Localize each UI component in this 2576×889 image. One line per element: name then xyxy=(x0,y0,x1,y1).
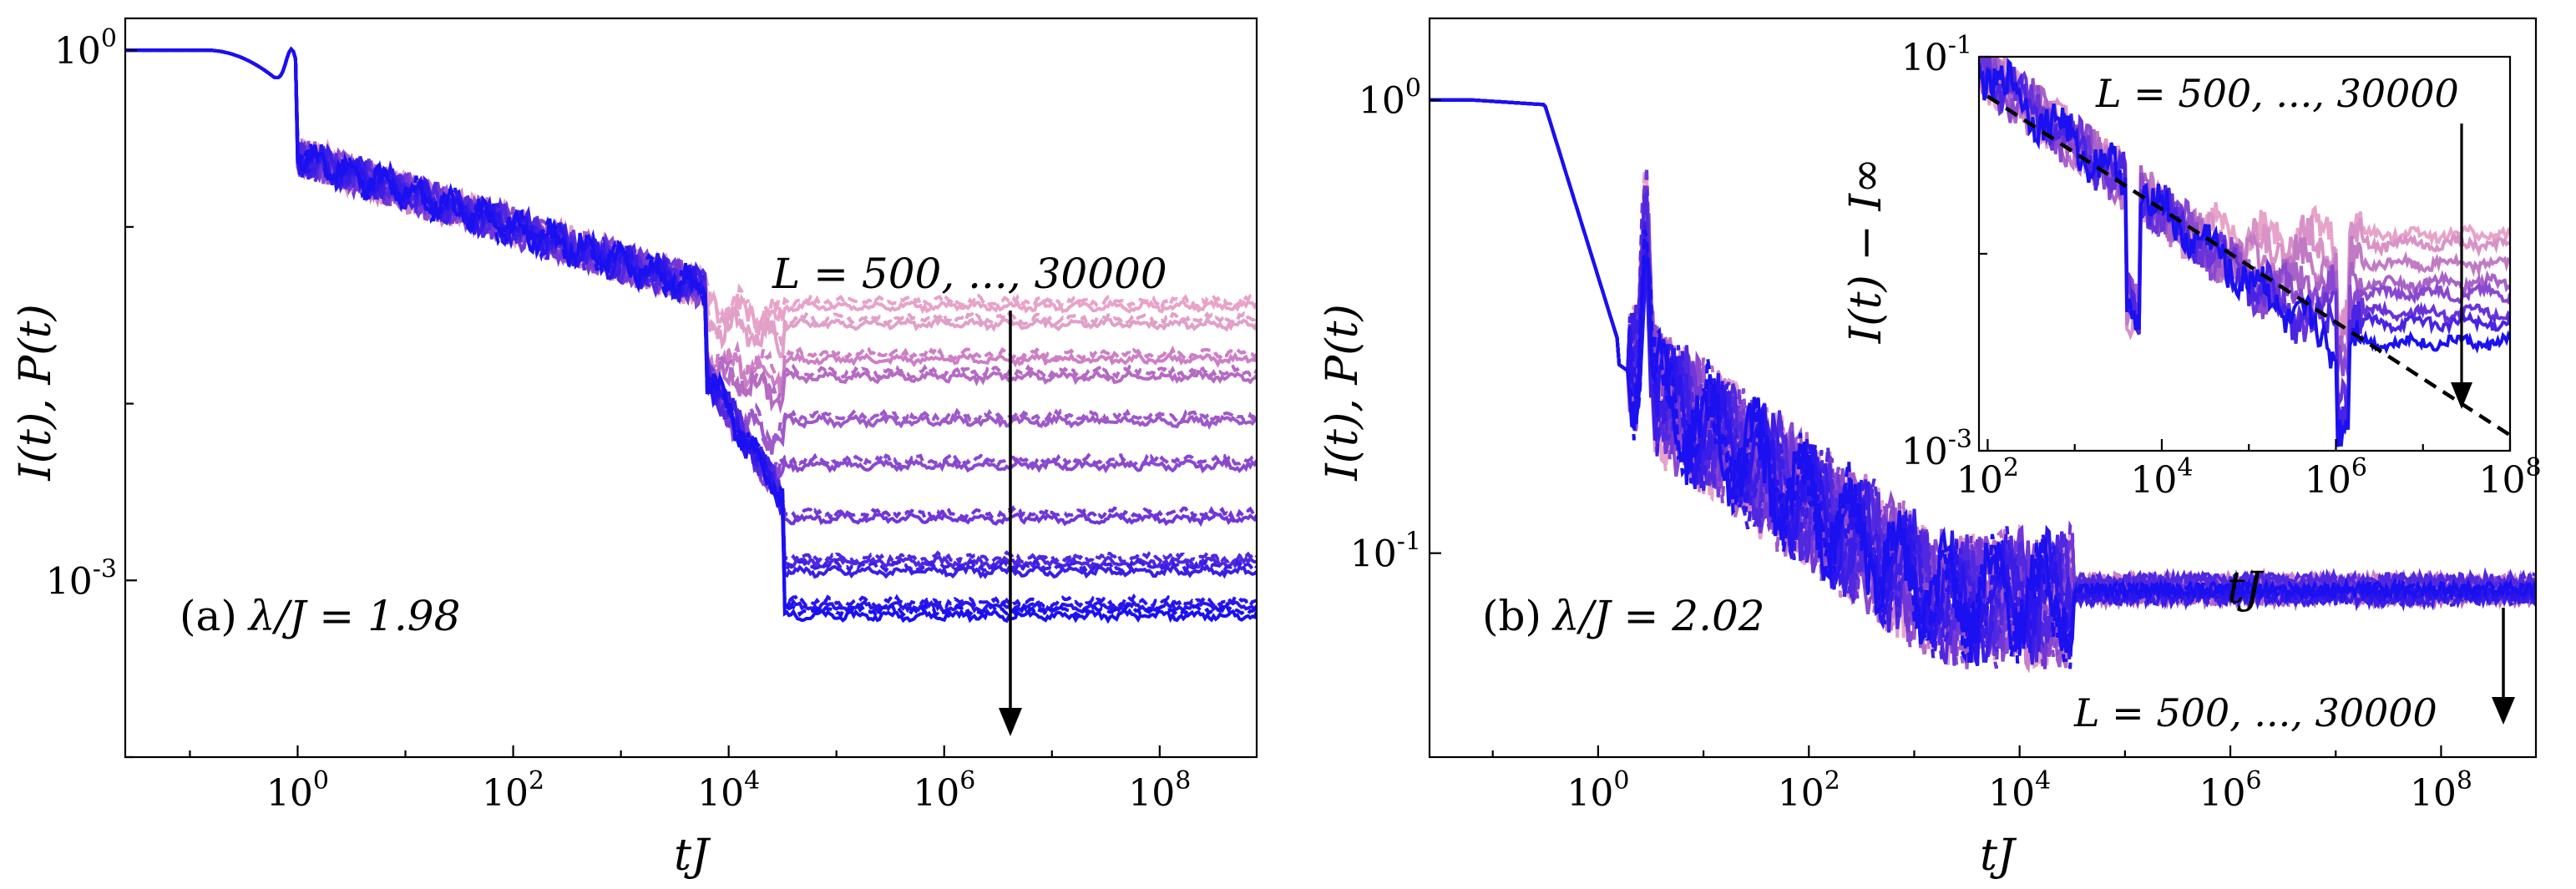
inset-xtick-label-0: 102 xyxy=(1956,453,2019,502)
inset-fit-line xyxy=(1986,94,2510,437)
panel-a-series-7-dashed xyxy=(125,46,1257,567)
panel-b-series-10-solid xyxy=(1430,98,2536,663)
panel-b-label-eq: λ/J = 2.02 xyxy=(1551,592,1765,640)
panel-b-inset: 102 104 106 108 10-1 10-3 I(t) − I∞ tJ L = 50… xyxy=(1841,31,2542,614)
panel-a-size-label: L = 500, ..., 30000 xyxy=(772,250,1167,298)
panel-b-xtick-exp-4: 8 xyxy=(2457,766,2472,796)
panel-b-label: (b) λ/J = 2.02 xyxy=(1482,592,1765,640)
panel-a-label: (a) λ/J = 1.98 xyxy=(180,592,460,640)
panel-b-ytick-exp-1: -1 xyxy=(1397,528,1421,557)
panel-a-ytick-label-1: 10-3 xyxy=(46,554,117,603)
panel-b-series-8-dashed xyxy=(1430,98,2536,659)
panel-b-xtick-label-1: 102 xyxy=(1778,766,1840,815)
inset-ytick-label-1: 10-3 xyxy=(1901,425,1972,473)
inset-xtick-label-1: 104 xyxy=(2130,453,2193,502)
panel-b-xtick-exp-0: 0 xyxy=(1613,766,1629,796)
panel-b-ytick-label-0: 100 xyxy=(1359,74,1421,123)
panel-b-xtick-exp-1: 2 xyxy=(1824,766,1840,796)
panel-a-label-prefix: (a) xyxy=(180,592,237,640)
panel-b-xtick-label-2: 104 xyxy=(1988,766,2051,815)
inset-xtick-exp-3: 8 xyxy=(2525,453,2541,482)
panel-a-series-8-dashed xyxy=(125,46,1257,575)
panel-a-label-eq: λ/J = 1.98 xyxy=(247,592,461,640)
inset-ytick-label-0: 10-1 xyxy=(1901,31,1972,79)
panel-a-series-10-solid xyxy=(125,46,1257,624)
panel-a-xtick-label-1: 102 xyxy=(482,766,544,815)
inset-ticks: 102 104 106 108 10-1 10-3 xyxy=(1901,31,2542,502)
panel-a-xtick-exp-1: 2 xyxy=(529,766,544,796)
inset-arrowhead xyxy=(2451,382,2472,409)
panel-a-ylabel: I(t), P(t) xyxy=(11,304,61,482)
panel-a-xtick-exp-2: 4 xyxy=(744,766,760,796)
panel-b-xlabel: tJ xyxy=(1980,831,2017,881)
panel-b-ticks: 100 102 104 106 108 100 10-1 xyxy=(1350,74,2472,815)
panel-b-ylabel: I(t), P(t) xyxy=(1318,304,1368,482)
panel-a-curves xyxy=(125,46,1257,624)
panel-a-xtick-label-4: 108 xyxy=(1128,766,1191,815)
panel-a-series-7-solid xyxy=(125,46,1257,572)
inset-xtick-exp-2: 6 xyxy=(2351,453,2367,482)
panel-a-xtick-label-2: 104 xyxy=(697,766,760,815)
panel-a-xtick-label-0: 100 xyxy=(266,766,329,815)
panel-b-xtick-exp-3: 6 xyxy=(2246,766,2262,796)
inset-xtick-exp-0: 2 xyxy=(2003,453,2019,482)
panel-b-series-6-dashed xyxy=(1430,98,2536,669)
panel-b-frame xyxy=(1428,17,2538,759)
panel-b-arrowhead xyxy=(2492,697,2515,725)
panel-a-xtick-exp-4: 8 xyxy=(1175,766,1191,796)
panel-b-label-prefix: (b) xyxy=(1482,592,1541,640)
panel-b-xtick-label-3: 106 xyxy=(2199,766,2262,815)
inset-curves xyxy=(1979,57,2510,447)
panel-a-series-9-solid xyxy=(125,46,1257,616)
inset-xtick-exp-1: 4 xyxy=(2177,453,2193,482)
panel-a-ytick-exp-1: -3 xyxy=(93,554,117,583)
inset-ytick-exp-0: -1 xyxy=(1948,31,1972,60)
panel-b: 100 102 104 106 108 100 10-1 I(t), P(t) tJ (b)… xyxy=(1318,17,2542,881)
inset-xtick-label-2: 106 xyxy=(2305,453,2367,502)
inset-xlabel: tJ xyxy=(2227,563,2265,614)
panel-b-ytick-label-1: 10-1 xyxy=(1350,528,1421,576)
panel-b-series-10-dashed xyxy=(1430,98,2536,666)
panel-a-series-10-dashed xyxy=(125,46,1257,619)
panel-b-ytick-exp-0: 0 xyxy=(1405,74,1421,104)
panel-b-series-9-dashed xyxy=(1430,98,2536,669)
panel-b-xtick-label-0: 100 xyxy=(1566,766,1629,815)
panel-b-curves xyxy=(1430,98,2536,674)
inset-ytick-exp-1: -3 xyxy=(1948,425,1972,454)
panel-a-xtick-label-3: 106 xyxy=(913,766,975,815)
panel-a-xtick-exp-3: 6 xyxy=(959,766,975,796)
panel-a-series-8-solid xyxy=(125,46,1257,579)
inset-xtick-label-3: 108 xyxy=(2478,453,2541,502)
inset-size-label: L = 500, ..., 30000 xyxy=(2095,71,2459,116)
panel-a-ytick-label-0: 100 xyxy=(54,24,117,73)
panel-a-frame xyxy=(124,17,1258,759)
panel-b-xtick-label-4: 108 xyxy=(2410,766,2472,815)
panel-b-size-label: L = 500, ..., 30000 xyxy=(2073,690,2437,735)
panel-a-ticks: 100 102 104 106 108 100 10-3 xyxy=(46,24,1192,815)
panel-b-xtick-exp-2: 4 xyxy=(2035,766,2051,796)
panel-a: 100 102 104 106 108 100 10-3 I(t), P(t) tJ (a)… xyxy=(11,17,1258,881)
inset-ylabel: I(t) − I∞ xyxy=(1841,158,1891,345)
panel-a-arrowhead xyxy=(999,708,1022,736)
panel-a-xlabel: tJ xyxy=(674,831,711,881)
panel-a-xtick-exp-0: 0 xyxy=(313,766,329,796)
inset-series-7 xyxy=(1979,58,2510,447)
panel-a-ytick-exp-0: 0 xyxy=(101,24,117,53)
